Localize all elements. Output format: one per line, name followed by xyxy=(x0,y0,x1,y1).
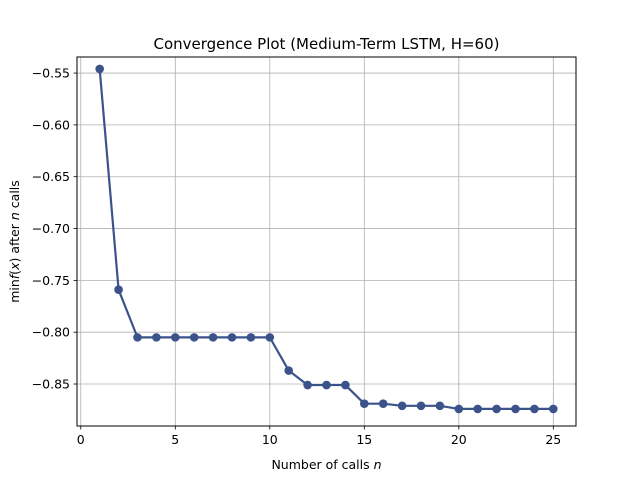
plot-frame xyxy=(76,56,577,427)
y-tick-label: −0.70 xyxy=(32,221,70,236)
data-point xyxy=(246,333,256,342)
y-tick-label: −0.75 xyxy=(32,273,70,288)
y-axis-title-after: ) after xyxy=(7,220,22,262)
y-tick-label: −0.80 xyxy=(32,325,70,340)
data-point xyxy=(530,404,539,414)
data-point xyxy=(170,333,180,342)
y-axis-title-min: min xyxy=(7,279,22,303)
data-point xyxy=(95,64,104,74)
y-axis-title-f: f xyxy=(7,273,22,279)
x-axis-title-var: n xyxy=(374,457,382,472)
data-point xyxy=(511,404,520,414)
data-point xyxy=(189,333,199,342)
data-point xyxy=(303,380,312,390)
data-point xyxy=(284,366,293,375)
data-point xyxy=(416,401,426,411)
data-point xyxy=(454,404,464,414)
data-point xyxy=(114,285,123,294)
series-layer xyxy=(95,64,558,414)
data-point xyxy=(133,333,142,342)
data-point xyxy=(473,404,483,414)
x-axis-title-text: Number of calls xyxy=(271,457,373,472)
y-tick-label: −0.85 xyxy=(32,377,70,392)
data-point xyxy=(360,399,369,409)
data-point xyxy=(208,333,218,342)
y-axis-title-calls: calls xyxy=(7,180,22,212)
x-tick-label: 25 xyxy=(545,432,561,447)
data-point xyxy=(378,399,388,409)
x-tick-label: 0 xyxy=(77,432,85,447)
data-point xyxy=(492,404,501,414)
chart-title: Convergence Plot (Medium-Term LSTM, H=60… xyxy=(153,35,499,53)
x-tick-label: 5 xyxy=(171,432,179,447)
data-point xyxy=(322,380,331,390)
tick-marks-and-labels: 0 5 10 15 20 25 −0.55 −0.60 −0.65 −0.70 −0.75 −0.80… xyxy=(32,66,562,447)
y-axis-title: minf(x) after n calls xyxy=(7,180,22,303)
y-tick-label: −0.65 xyxy=(32,169,70,184)
y-axis-title-n: n xyxy=(7,212,22,220)
grid-lines xyxy=(77,57,576,426)
data-point xyxy=(265,333,275,342)
data-point xyxy=(435,401,445,411)
x-tick-label: 20 xyxy=(451,432,467,447)
y-tick-label: −0.60 xyxy=(32,117,70,132)
x-tick-label: 15 xyxy=(356,432,372,447)
y-axis-title-open-paren: ( xyxy=(7,270,22,275)
y-tick-label: −0.55 xyxy=(32,66,70,81)
data-point xyxy=(549,404,558,414)
x-axis-title: Number of calls n xyxy=(271,457,381,472)
x-tick-label: 10 xyxy=(262,432,278,447)
data-point xyxy=(341,380,350,390)
data-point xyxy=(152,333,161,342)
data-point xyxy=(227,333,237,342)
y-axis-title-x: x xyxy=(7,262,22,271)
data-point xyxy=(397,401,407,411)
